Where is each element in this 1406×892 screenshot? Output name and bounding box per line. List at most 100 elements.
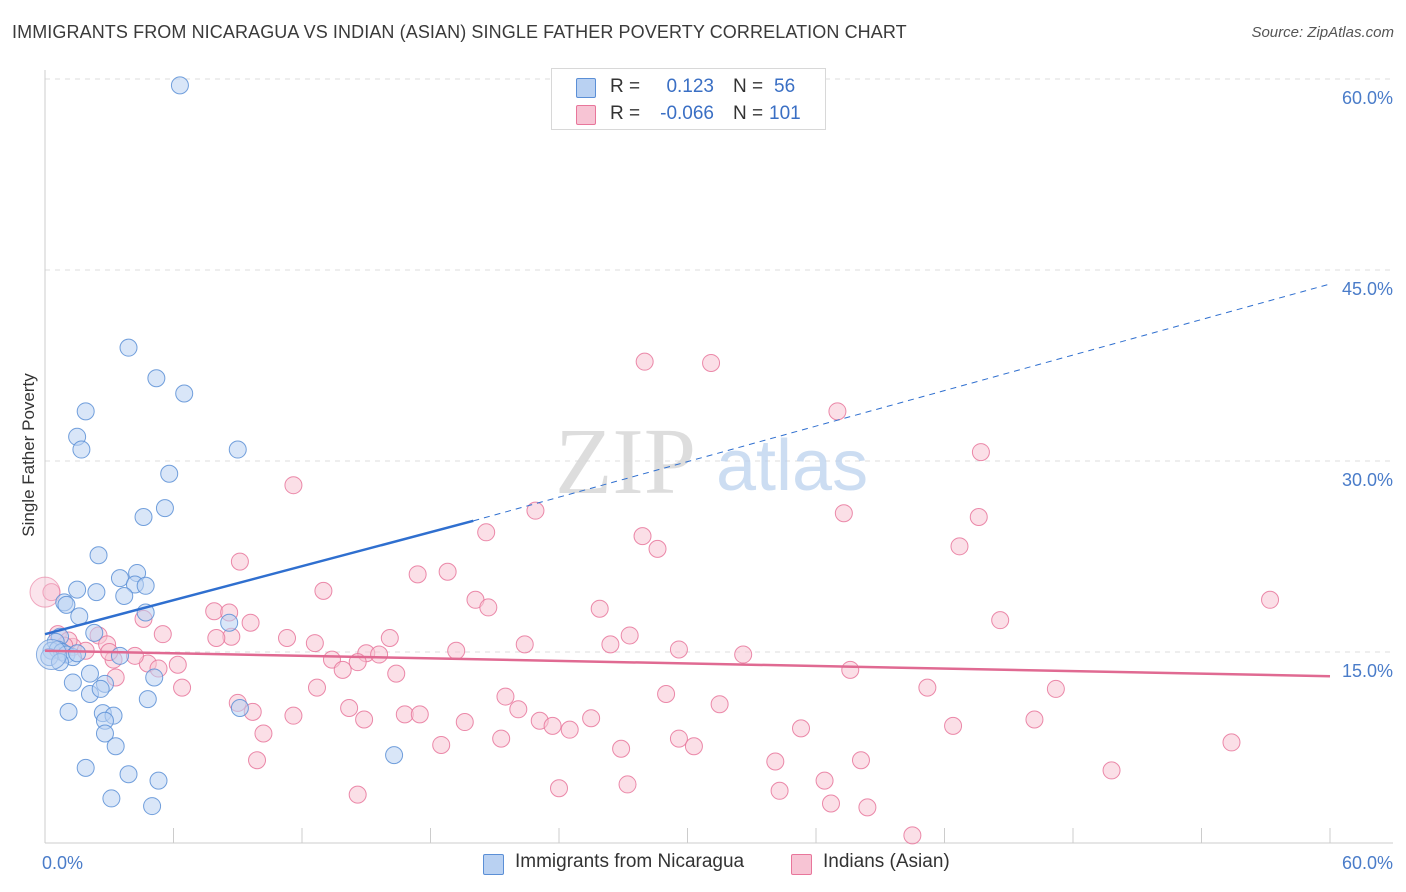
x-tick-label: 60.0% [1342, 853, 1393, 873]
pink-point [173, 678, 192, 697]
watermark-zip: ZIP [555, 410, 696, 514]
pink-point [560, 720, 579, 739]
pink-point [284, 706, 303, 725]
pink-series-points [29, 352, 1280, 845]
blue-point [155, 499, 174, 518]
pink-point [612, 739, 631, 758]
legend-item-nicaragua: Immigrants from Nicaragua [483, 851, 773, 877]
blue-swatch [576, 78, 596, 98]
pink-swatch [791, 854, 812, 875]
blue-point [134, 508, 153, 527]
blue-point [76, 758, 95, 777]
pink-point [380, 628, 399, 647]
n-label: N = [733, 103, 764, 124]
pink-point [969, 508, 988, 527]
y-tick-label: 15.0% [1342, 661, 1393, 681]
pink-point [230, 552, 249, 571]
pink-point [496, 687, 515, 706]
blue-point-cluster [35, 639, 67, 671]
blue-point [160, 464, 179, 483]
blue-point [145, 668, 164, 687]
blue-point [102, 789, 121, 808]
pink-point [669, 729, 688, 748]
blue-point [85, 623, 104, 642]
pink-point [684, 737, 703, 756]
pink-point [241, 613, 260, 632]
pink-point [348, 785, 367, 804]
pink-point [455, 713, 474, 732]
y-tick-label: 30.0% [1342, 470, 1393, 490]
blue-point [119, 765, 138, 784]
pink-point [1222, 733, 1241, 752]
pink-point [950, 537, 969, 556]
pink-point [815, 771, 834, 790]
pink-point [590, 599, 609, 618]
blue-point [110, 569, 129, 588]
pink-point [432, 735, 451, 754]
pink-point [918, 678, 937, 697]
blue-point [228, 440, 247, 459]
pink-point [284, 476, 303, 495]
pink-point [851, 751, 870, 770]
pink-point [903, 826, 922, 845]
blue-point [76, 402, 95, 421]
pink-point [710, 695, 729, 714]
pink-point [858, 798, 877, 817]
pink-point [1025, 710, 1044, 729]
pink-point [278, 628, 297, 647]
pink-point [438, 562, 457, 581]
pink-point [633, 527, 652, 546]
pink-point [618, 775, 637, 794]
pink-point [991, 611, 1010, 630]
x-tick-label: 0.0% [42, 853, 83, 873]
blue-point [170, 76, 189, 95]
blue-point [110, 646, 129, 665]
blue-point [87, 583, 106, 602]
pink-point [410, 705, 429, 724]
pink-point [387, 664, 406, 683]
blue-point [115, 586, 134, 605]
pink-point [333, 660, 352, 679]
pink-point-cluster [29, 576, 61, 608]
blue-point [72, 440, 91, 459]
legend-row-blue: R = 0.123 N = 56 [552, 76, 827, 102]
pink-point [770, 781, 789, 800]
pink-point [509, 700, 528, 719]
pink-point [370, 645, 389, 664]
legend-label: Indians (Asian) [823, 851, 950, 872]
y-tick-label: 60.0% [1342, 88, 1393, 108]
blue-point [63, 673, 82, 692]
blue-point [91, 679, 110, 698]
legend-item-indians: Indians (Asian) [791, 851, 971, 877]
r-value: 0.123 [666, 76, 714, 97]
n-value: 101 [769, 103, 801, 124]
source-label: Source: ZipAtlas.com [1251, 24, 1394, 41]
pink-point [477, 523, 496, 542]
blue-point [68, 580, 87, 599]
pink-point [601, 635, 620, 654]
n-label: N = [733, 76, 764, 97]
r-label: R = [610, 103, 641, 124]
blue-point [149, 771, 168, 790]
pink-point [248, 751, 267, 770]
blue-point [106, 737, 125, 756]
correlation-legend: R = 0.123 N = 56 R = -0.066 N = 101 [551, 68, 826, 130]
pink-point [971, 443, 990, 462]
pink-point [526, 501, 545, 520]
pink-point [205, 602, 224, 621]
pink-point [766, 752, 785, 771]
blue-point [136, 576, 155, 595]
blue-point [230, 699, 249, 718]
r-label: R = [610, 76, 641, 97]
pink-point [1261, 590, 1280, 609]
pink-point [207, 628, 226, 647]
pink-point [702, 353, 721, 372]
blue-point [138, 690, 157, 709]
blue-point [59, 702, 78, 721]
pink-point [447, 641, 466, 660]
y-tick-label: 45.0% [1342, 279, 1393, 299]
pink-point [582, 709, 601, 728]
pink-point [543, 716, 562, 735]
pink-point [734, 645, 753, 664]
